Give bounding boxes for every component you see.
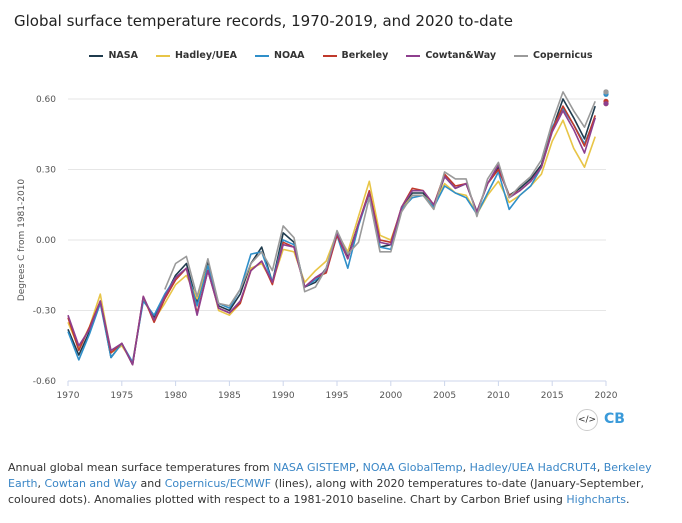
point-2020-cowtan-way [603,101,609,107]
link-highcharts[interactable]: Highcharts [566,493,626,506]
series-line-copernicus [164,91,596,307]
x-tick-label: 2000 [379,391,402,401]
embed-code-button[interactable]: </> [576,409,598,431]
legend-label: Hadley/UEA [174,50,238,61]
chart-title: Global surface temperature records, 1970… [14,12,513,30]
caption-text: Annual global mean surface temperatures … [8,461,274,474]
series-line-nasa [67,98,596,366]
legend-swatch [322,54,337,57]
series-line-noaa [67,107,596,363]
link-noaa-globaltemp[interactable]: NOAA GlobalTemp [362,461,463,474]
x-tick-label: 2020 [595,391,618,401]
caption-text: , [355,461,363,474]
y-tick-label: 0.60 [36,95,56,105]
x-tick-label: 2015 [541,391,564,401]
caption-text: and [137,477,165,490]
link-berkeley-earth[interactable]: Berkeley Earth [8,461,652,490]
legend-item-copernicus[interactable]: Copernicus [514,50,593,61]
y-tick-label: 0.00 [36,236,56,246]
legend-item-nasa[interactable]: NASA [89,50,138,61]
legend-item-hadley-uea[interactable]: Hadley/UEA [155,50,238,61]
series-line-berkeley [67,105,596,366]
caption-text: , [37,477,45,490]
link-copernicus-ecmwf[interactable]: Copernicus/ECMWF [164,477,272,490]
series-line-hadley-uea [67,119,596,363]
x-tick-label: 1970 [57,391,80,401]
series-line-cowtan-way [67,110,596,366]
legend-item-noaa[interactable]: NOAA [255,50,305,61]
link-hadley-uea[interactable]: Hadley/UEA HadCRUT4 [469,461,597,474]
legend-label: Berkeley [341,50,389,61]
x-tick-label: 1985 [218,391,241,401]
link-nasa-gistemp[interactable]: NASA GISTEMP [273,461,356,474]
legend-label: Cowtan&Way [425,50,497,61]
carbon-brief-logo: CB [604,411,625,427]
x-tick-label: 1975 [110,391,133,401]
legend-swatch [89,54,104,57]
caption-text: , [596,461,604,474]
caption-text: . [625,493,630,506]
legend-swatch [406,54,421,57]
legend-label: Copernicus [533,50,593,61]
legend-swatch [155,54,170,57]
legend-swatch [255,54,270,57]
x-tick-label: 1990 [272,391,295,401]
x-tick-label: 1980 [164,391,187,401]
legend-label: NASA [108,50,138,61]
caption-text: (lines), along with 2020 temperatures to… [8,477,644,506]
y-axis-label: Degrees C from 1981-2010 [17,178,27,302]
point-2020-copernicus [603,89,609,95]
y-tick-label: 0.30 [36,166,56,176]
x-tick-label: 1995 [326,391,349,401]
legend-label: NOAA [274,50,305,61]
chart-caption: Annual global mean surface temperatures … [8,460,676,508]
legend-item-cowtan-way[interactable]: Cowtan&Way [406,50,496,61]
legend-item-berkeley[interactable]: Berkeley [322,50,389,61]
y-tick-label: -0.30 [33,307,57,317]
y-tick-label: -0.60 [33,377,57,387]
x-tick-label: 2010 [487,391,510,401]
legend-swatch [514,54,529,57]
caption-text: , [462,461,470,474]
x-tick-label: 2005 [433,391,456,401]
legend: NASA Hadley/UEA NOAA Berkeley Cowtan&Way Cope… [0,50,682,61]
link-cowtan-way[interactable]: Cowtan and Way [44,477,138,490]
